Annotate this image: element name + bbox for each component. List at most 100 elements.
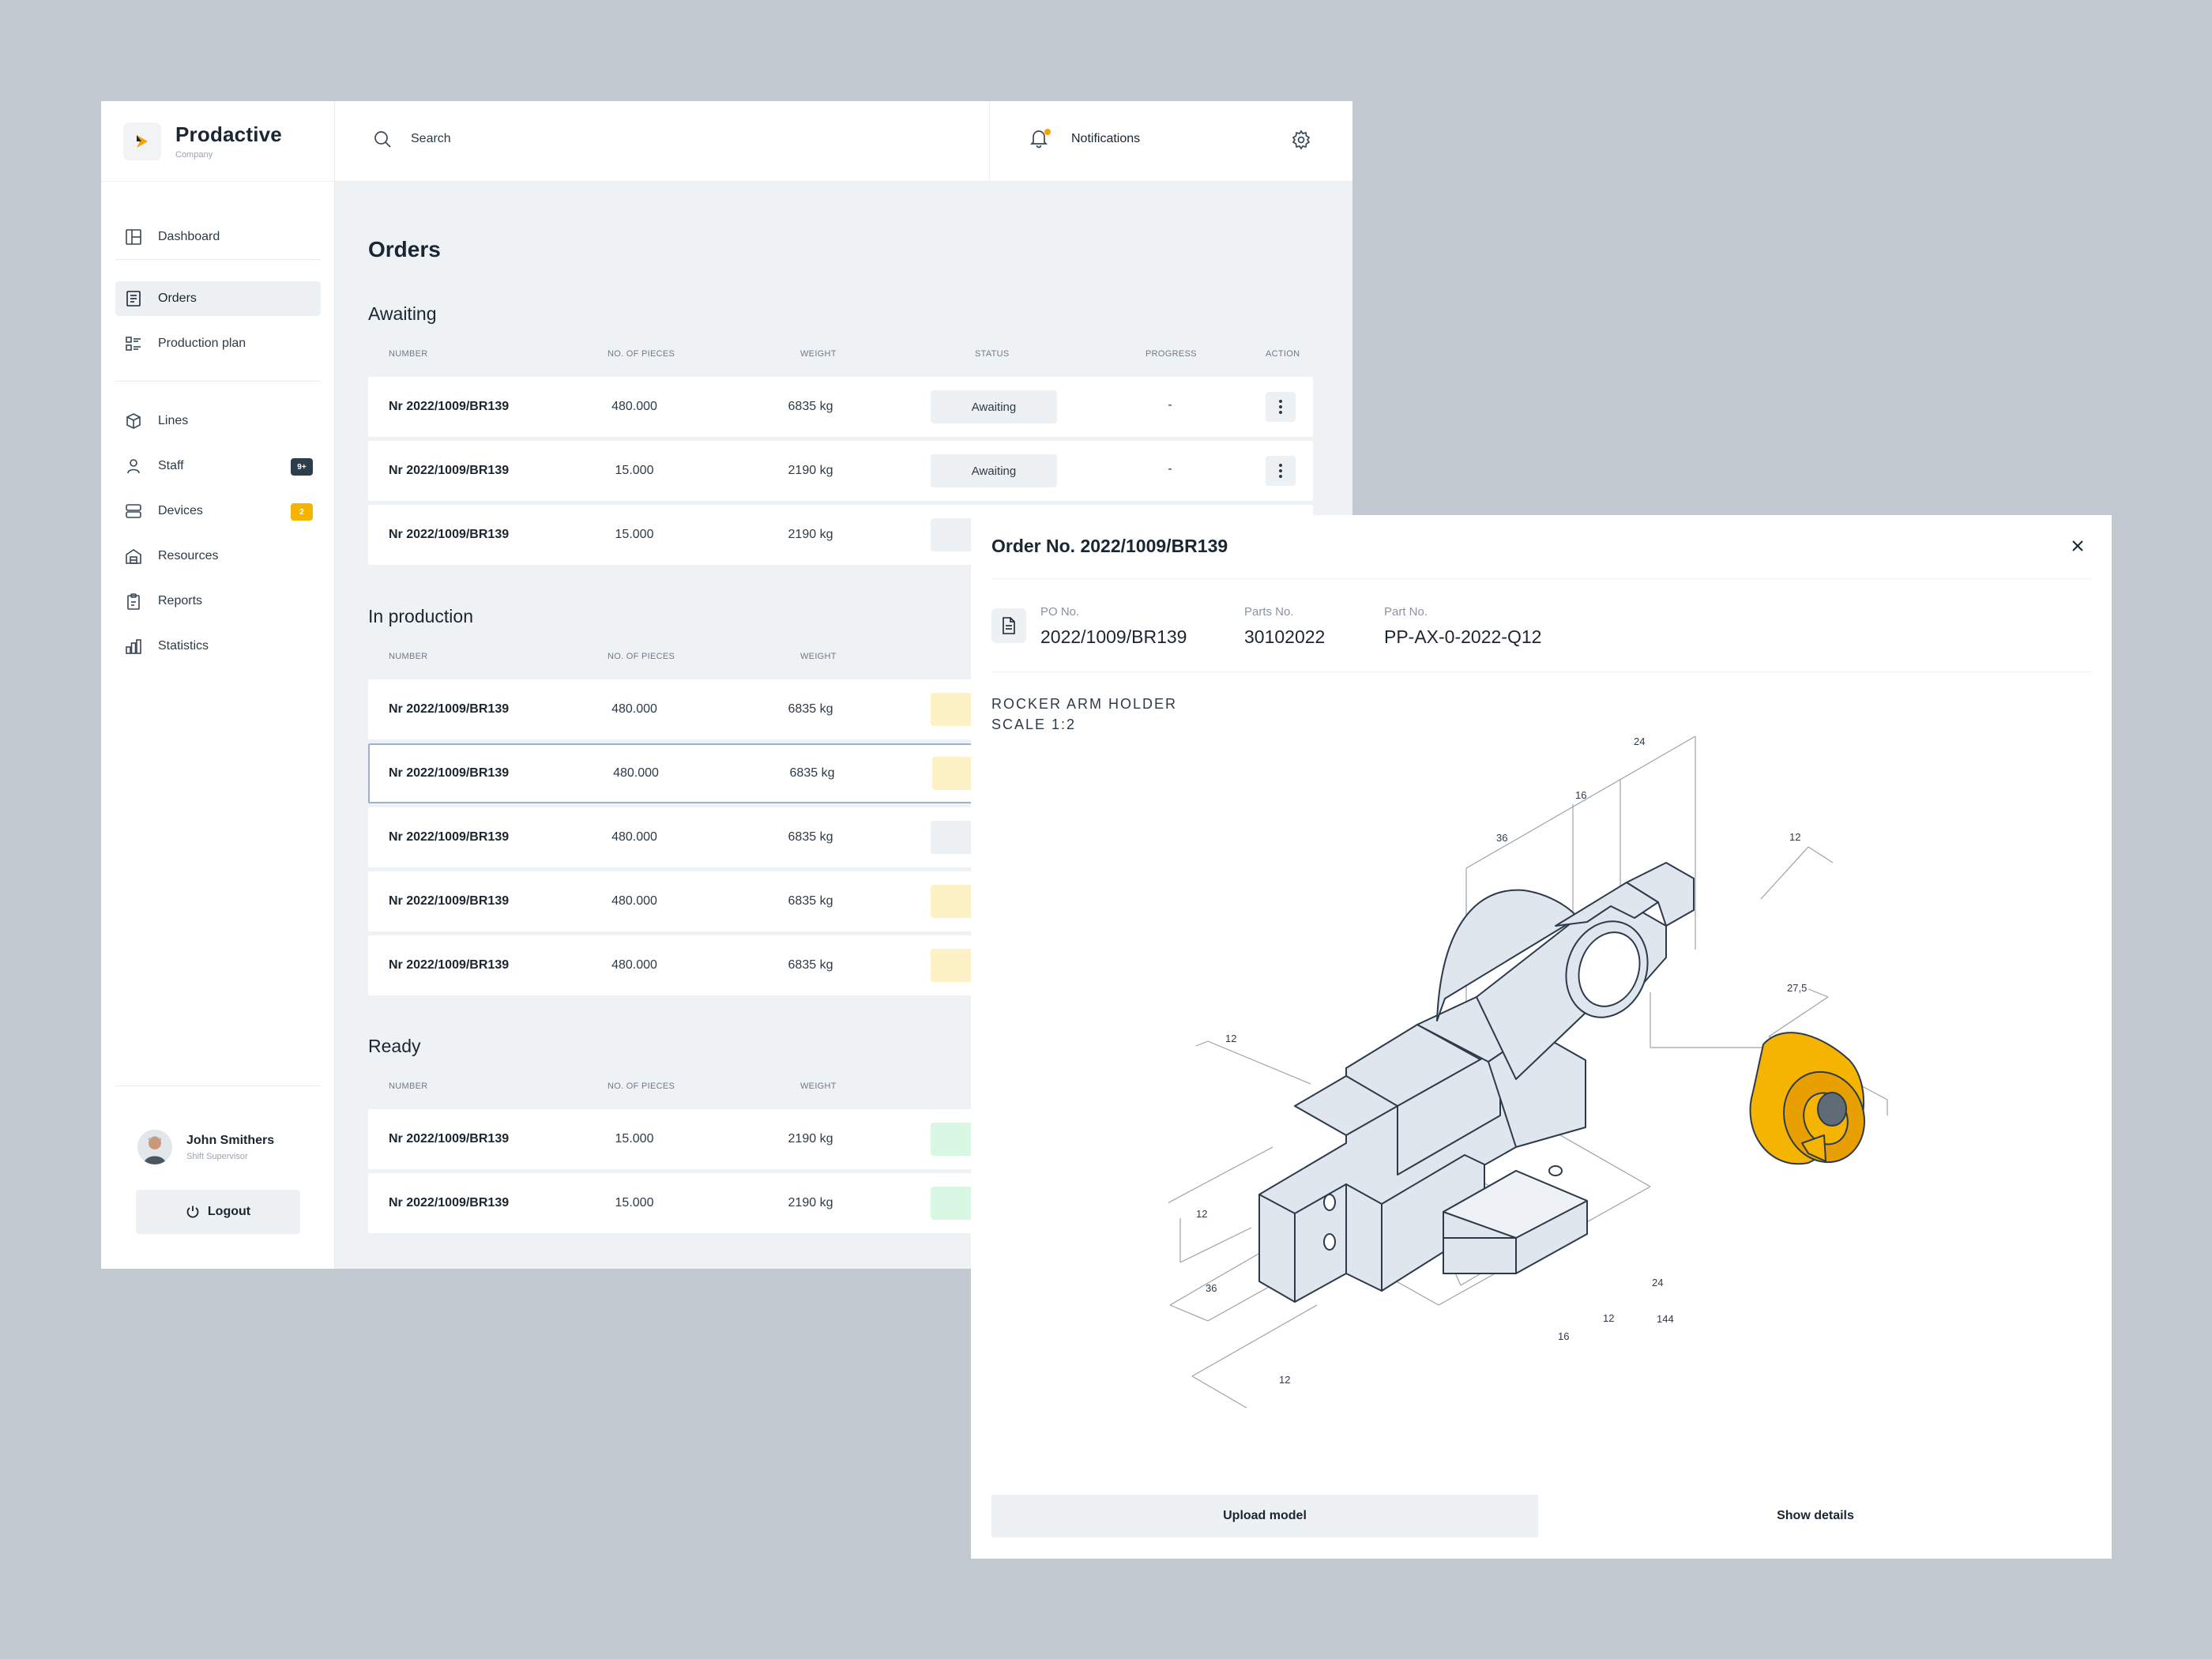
order-weight: 6835 kg (788, 830, 833, 844)
dimension-label: 12 (1279, 1374, 1290, 1386)
order-number: Nr 2022/1009/BR139 (389, 830, 510, 844)
column-header-number: NUMBER (389, 1082, 428, 1091)
power-icon (186, 1206, 199, 1218)
settings-button[interactable] (1291, 130, 1311, 154)
section-title-awaiting: Awaiting (368, 303, 437, 324)
modal-title: Order No. 2022/1009/BR139 (991, 536, 1228, 556)
drawing-scale: SCALE 1:2 (991, 717, 1077, 732)
search-input[interactable]: Search (373, 130, 451, 149)
table-row[interactable]: Nr 2022/1009/BR139 15.000 2190 kg Awaiti… (368, 441, 1313, 501)
sidebar-item-label: Lines (158, 414, 189, 427)
sidebar-item-devices[interactable]: Devices 2 (115, 494, 321, 529)
row-actions-button[interactable] (1266, 456, 1296, 486)
column-header-pieces: NO. OF PIECES (608, 652, 675, 661)
dimension-label: 24 (1652, 1277, 1663, 1288)
order-number: Nr 2022/1009/BR139 (389, 894, 510, 908)
staff-count-badge: 9+ (291, 458, 313, 476)
upload-model-button[interactable]: Upload model (991, 1495, 1538, 1537)
document-icon (991, 608, 1026, 643)
order-pieces: 480.000 (611, 702, 657, 716)
order-pieces: 480.000 (613, 766, 659, 780)
avatar (137, 1130, 172, 1164)
order-weight: 2190 kg (788, 528, 833, 541)
dimension-label: 24 (1634, 735, 1645, 747)
sidebar-item-label: Reports (158, 594, 203, 608)
dimension-label: 12 (1603, 1312, 1614, 1324)
order-pieces: 15.000 (615, 1132, 654, 1146)
divider (115, 381, 321, 382)
order-number: Nr 2022/1009/BR139 (389, 702, 510, 716)
order-weight: 2190 kg (788, 1132, 833, 1146)
sidebar: Prodactive Company Dashboard Orders Prod… (101, 101, 335, 1269)
devices-count-badge: 2 (291, 503, 313, 521)
order-weight: 6835 kg (788, 894, 833, 908)
show-details-button[interactable]: Show details (1777, 1509, 1854, 1522)
order-pieces: 480.000 (611, 894, 657, 908)
row-actions-button[interactable] (1266, 392, 1296, 422)
bushing-part (1749, 1032, 1866, 1165)
parts-value: 30102022 (1244, 626, 1326, 647)
notifications-button[interactable]: Notifications (1029, 128, 1140, 150)
order-weight: 2190 kg (788, 464, 833, 477)
column-header-weight: WEIGHT (800, 1082, 837, 1091)
order-number: Nr 2022/1009/BR139 (389, 464, 510, 477)
sidebar-item-production-plan[interactable]: Production plan (115, 326, 321, 361)
order-weight: 6835 kg (788, 400, 833, 413)
column-header-action: ACTION (1266, 349, 1300, 359)
search-placeholder: Search (411, 132, 451, 145)
order-pieces: 480.000 (611, 958, 657, 972)
dimension-label: 36 (1496, 832, 1507, 844)
column-header-status: STATUS (975, 349, 1010, 359)
column-header-number: NUMBER (389, 349, 428, 359)
dimension-labels: 24 16 36 12 27,5 12 12 36 24 12 16 144 1… (1196, 735, 1807, 1386)
topbar: Search Notifications (335, 101, 1352, 182)
user-profile[interactable]: John Smithers Shift Supervisor (137, 1130, 274, 1164)
table-row[interactable]: Nr 2022/1009/BR139 480.000 6835 kg Await… (368, 377, 1313, 437)
notifications-label: Notifications (1071, 132, 1141, 145)
production-plan-icon (125, 335, 142, 352)
orders-icon (125, 290, 142, 307)
order-weight: 6835 kg (788, 702, 833, 716)
order-number: Nr 2022/1009/BR139 (389, 958, 510, 972)
order-pieces: 480.000 (611, 830, 657, 844)
order-weight: 6835 kg (788, 958, 833, 972)
close-button[interactable] (2067, 536, 2088, 556)
brand[interactable]: Prodactive Company (101, 101, 334, 182)
parts-number: Parts No. 30102022 (1244, 605, 1325, 648)
brand-logo-icon (123, 122, 161, 160)
dashboard-icon (125, 228, 142, 246)
sidebar-item-label: Production plan (158, 337, 246, 350)
order-number: Nr 2022/1009/BR139 (389, 528, 510, 541)
po-number: PO No. 2022/1009/BR139 (1040, 605, 1187, 648)
divider (115, 259, 321, 260)
part-name: ROCKER ARM HOLDER (991, 696, 1178, 712)
part-holes (1323, 920, 1649, 1251)
sidebar-item-reports[interactable]: Reports (115, 584, 321, 619)
user-name: John Smithers (186, 1133, 275, 1147)
sidebar-item-statistics[interactable]: Statistics (115, 629, 321, 664)
technical-drawing: 24 16 36 12 27,5 12 12 36 24 12 16 144 1… (1168, 735, 1888, 1408)
parts-label: Parts No. (1244, 605, 1294, 619)
divider (991, 578, 2091, 579)
section-title-in-production: In production (368, 606, 473, 626)
column-header-pieces: NO. OF PIECES (608, 349, 675, 359)
sidebar-item-dashboard[interactable]: Dashboard (115, 220, 321, 254)
order-details-modal: Order No. 2022/1009/BR139 PO No. 2022/10… (971, 515, 2112, 1559)
sidebar-item-staff[interactable]: Staff 9+ (115, 449, 321, 483)
warehouse-icon (125, 547, 142, 565)
more-vertical-icon (1279, 400, 1282, 403)
dimension-label: 12 (1225, 1033, 1236, 1044)
logout-button[interactable]: Logout (136, 1190, 300, 1234)
dimension-label: 12 (1789, 831, 1800, 843)
order-number: Nr 2022/1009/BR139 (389, 1196, 510, 1209)
more-vertical-icon (1279, 464, 1282, 467)
sidebar-item-label: Dashboard (158, 230, 220, 243)
sidebar-item-orders[interactable]: Orders (115, 281, 321, 316)
dimension-label: 144 (1657, 1313, 1674, 1325)
sidebar-item-lines[interactable]: Lines (115, 404, 321, 438)
dimension-label: 12 (1196, 1208, 1207, 1220)
status-badge: Awaiting (931, 390, 1057, 423)
sidebar-item-resources[interactable]: Resources (115, 539, 321, 574)
order-weight: 2190 kg (788, 1196, 833, 1209)
part-label: Part No. (1384, 605, 1428, 619)
